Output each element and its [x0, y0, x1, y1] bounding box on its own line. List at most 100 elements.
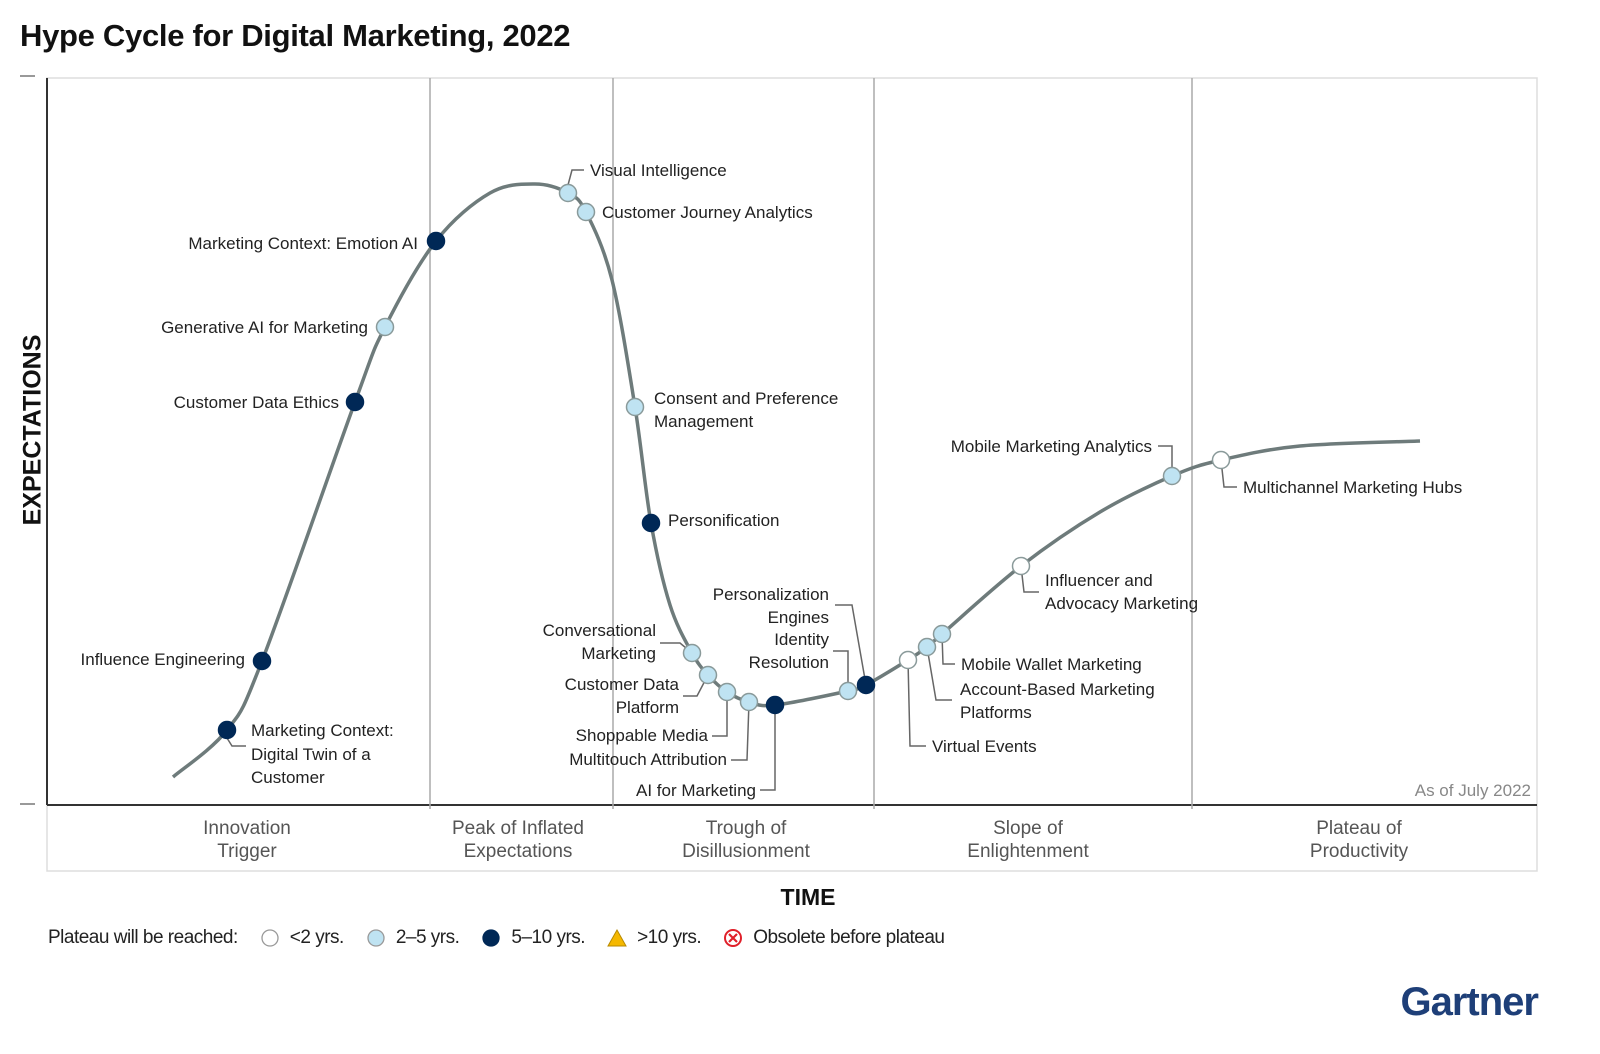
innovation-label: Personification: [668, 511, 780, 530]
legend-item-obsolete: Obsolete before plateau: [723, 927, 945, 949]
legend-marker-icon: [367, 929, 385, 947]
innovation-label: Platforms: [960, 703, 1032, 722]
innovation-influence-engineering: Influence Engineering: [81, 650, 245, 669]
innovation-label: Customer Data Ethics: [174, 393, 339, 412]
data-point-marker: [765, 695, 785, 715]
legend-title: Plateau will be reached:: [48, 927, 238, 948]
leader-line: [941, 633, 955, 665]
innovation-mobile-wallet-marketing: Mobile Wallet Marketing: [941, 633, 1142, 674]
data-point-marker: [917, 637, 937, 657]
innovation-customer-data-ethics: Customer Data Ethics: [174, 393, 339, 412]
legend-item-lt2: <2 yrs.: [260, 927, 344, 949]
hype-curve: [171, 182, 1421, 779]
phase-label: Plateau of: [1316, 818, 1402, 839]
innovation-label: Identity: [774, 630, 829, 649]
x-axis-label: TIME: [780, 884, 836, 910]
leader-line: [712, 692, 728, 737]
innovation-multichannel-marketing-hubs: Multichannel Marketing Hubs: [1220, 459, 1462, 497]
leader-line: [926, 646, 952, 701]
innovation-generative-ai-for-marketing: Generative AI for Marketing: [161, 318, 368, 337]
data-point-marker: [375, 317, 395, 337]
legend-label: Obsolete before plateau: [753, 927, 945, 948]
innovation-label: Mobile Wallet Marketing: [961, 655, 1142, 674]
data-point-marker: [426, 231, 446, 251]
data-point-marker: [717, 682, 737, 702]
innovation-ai-for-marketing: AI for Marketing: [636, 705, 776, 800]
leader-line: [731, 701, 750, 761]
innovation-label: Mobile Marketing Analytics: [951, 437, 1152, 456]
innovation-visual-intelligence: Visual Intelligence: [567, 161, 727, 186]
phase-label: Disillusionment: [682, 841, 810, 862]
leader-line: [226, 737, 246, 747]
innovation-label: Visual Intelligence: [590, 161, 727, 180]
data-point-marker: [739, 692, 759, 712]
phase-label: Trough of: [706, 818, 787, 839]
leader-line: [833, 650, 849, 691]
legend-label: 5–10 yrs.: [511, 927, 586, 948]
innovation-influencer-and-advocacy-marketing: Influencer and Advocacy Marketing: [1020, 565, 1198, 613]
innovation-label: Virtual Events: [932, 737, 1037, 756]
data-point-marker: [641, 513, 661, 533]
legend-item-2to5: 2–5 yrs.: [366, 927, 460, 949]
data-point-marker: [1162, 466, 1182, 486]
legend-marker-icon: [482, 929, 501, 947]
innovation-label: Digital Twin of a: [251, 745, 371, 764]
data-point-marker: [838, 681, 858, 701]
phase-label: Peak of Inflated: [452, 818, 584, 839]
innovation-label: Engines: [768, 608, 829, 627]
innovation-personalization-engines: Personalization Engines: [713, 585, 867, 686]
legend-item-gt10: >10 yrs.: [607, 927, 702, 949]
innovation-label: Management: [654, 412, 754, 431]
innovation-consent-and-preference-management: Consent and Preference Management: [654, 389, 838, 431]
innovation-marketing-context-emotion-ai: Marketing Context: Emotion AI: [188, 234, 418, 253]
leader-line: [760, 705, 776, 791]
innovation-label: Marketing Context:: [251, 721, 394, 740]
legend-label: <2 yrs.: [289, 927, 345, 948]
innovation-label: Multitouch Attribution: [569, 750, 727, 769]
innovation-label: AI for Marketing: [636, 781, 756, 800]
innovation-label: Conversational: [543, 621, 656, 640]
legend-label: 2–5 yrs.: [395, 927, 460, 948]
innovation-label: Advocacy Marketing: [1045, 594, 1198, 613]
innovation-label: Multichannel Marketing Hubs: [1243, 478, 1462, 497]
innovation-shoppable-media: Shoppable Media: [576, 692, 728, 745]
legend-marker-icon: [261, 929, 279, 947]
legend-marker-icon: [607, 928, 627, 947]
data-point-marker: [682, 643, 702, 663]
legend-label: >10 yrs.: [637, 927, 702, 948]
innovation-label: Platform: [616, 698, 679, 717]
innovation-label: Customer: [251, 768, 325, 787]
data-point-marker: [576, 202, 596, 222]
innovation-label: Customer Data: [565, 675, 680, 694]
legend-item-5to10: 5–10 yrs.: [481, 927, 586, 949]
innovation-label: Account-Based Marketing: [960, 680, 1155, 699]
page-title: Hype Cycle for Digital Marketing, 2022: [20, 18, 571, 53]
phase-label: Innovation: [203, 818, 291, 839]
innovation-label: Customer Journey Analytics: [602, 203, 813, 222]
innovation-customer-data-platform: Customer Data Platform: [565, 674, 709, 717]
innovation-label: Marketing: [581, 644, 656, 663]
data-point-marker: [345, 392, 365, 412]
leader-line: [567, 169, 584, 186]
data-point-marker: [856, 675, 876, 695]
innovation-virtual-events: Virtual Events: [907, 659, 1037, 756]
data-point-marker: [1011, 556, 1031, 576]
phase-label: Productivity: [1310, 841, 1409, 862]
data-point-marker: [898, 650, 918, 670]
innovation-label: Influence Engineering: [81, 650, 245, 669]
innovation-conversational-marketing: Conversational Marketing: [543, 621, 693, 663]
innovation-label: Personalization: [713, 585, 829, 604]
innovation-identity-resolution: Identity Resolution: [749, 630, 849, 691]
legend: Plateau will be reached: <2 yrs. 2–5 yrs.…: [48, 927, 945, 949]
data-point-marker: [932, 624, 952, 644]
data-points: [217, 183, 1231, 740]
innovation-label: Resolution: [749, 653, 829, 672]
leader-line: [907, 659, 926, 747]
data-point-marker: [698, 665, 718, 685]
innovation-label: Generative AI for Marketing: [161, 318, 368, 337]
innovation-label: Marketing Context: Emotion AI: [188, 234, 418, 253]
legend-marker-icon: [724, 929, 743, 947]
innovation-mobile-marketing-analytics: Mobile Marketing Analytics: [951, 437, 1173, 476]
as-of-note: As of July 2022: [1415, 781, 1531, 800]
